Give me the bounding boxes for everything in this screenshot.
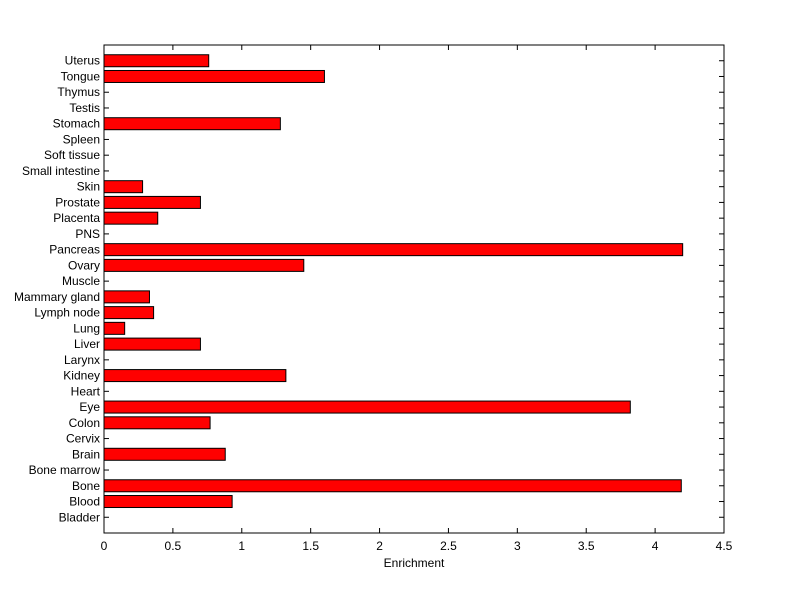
category-label: Bone xyxy=(72,479,100,493)
bar xyxy=(103,337,201,351)
x-tick-label: 1 xyxy=(238,539,245,553)
category-label: Bladder xyxy=(59,510,100,524)
category-label: Ovary xyxy=(68,258,100,272)
bar xyxy=(103,447,226,461)
category-label: Blood xyxy=(69,495,100,509)
bar xyxy=(103,369,287,383)
plot-frame xyxy=(103,44,725,534)
bar xyxy=(103,306,155,320)
category-label: Prostate xyxy=(55,195,100,209)
bar xyxy=(103,400,631,414)
x-tick-label: 3 xyxy=(514,539,521,553)
category-label: Thymus xyxy=(57,85,100,99)
category-label: Eye xyxy=(79,400,100,414)
category-label: Small intestine xyxy=(22,164,100,178)
bar xyxy=(103,416,211,430)
category-label: Cervix xyxy=(66,432,100,446)
bar xyxy=(103,495,233,509)
x-tick-label: 3.5 xyxy=(578,539,595,553)
category-label: Pancreas xyxy=(49,243,100,257)
bars-group xyxy=(103,54,684,509)
bar xyxy=(103,479,682,493)
category-label: Placenta xyxy=(53,211,100,225)
x-tick-label: 0.5 xyxy=(165,539,182,553)
category-label: Larynx xyxy=(64,353,100,367)
x-tick-label: 0 xyxy=(101,539,108,553)
category-label: Mammary gland xyxy=(14,290,100,304)
category-label: Lymph node xyxy=(34,306,100,320)
bar xyxy=(103,69,325,83)
category-label: Uterus xyxy=(65,54,100,68)
bar xyxy=(103,321,126,335)
category-label: Soft tissue xyxy=(44,148,100,162)
bar xyxy=(103,211,159,225)
category-label: Heart xyxy=(71,384,101,398)
bar xyxy=(103,54,210,68)
category-label: PNS xyxy=(75,227,100,241)
category-label: Brain xyxy=(72,447,100,461)
x-tick-label: 2 xyxy=(376,539,383,553)
category-label: Stomach xyxy=(53,117,100,131)
bar xyxy=(103,243,684,257)
category-label: Colon xyxy=(69,416,100,430)
x-axis-title: Enrichment xyxy=(384,556,445,570)
bar xyxy=(103,290,150,304)
bar xyxy=(103,117,281,131)
bar xyxy=(103,258,305,272)
category-label: Tongue xyxy=(61,69,101,83)
category-label: Lung xyxy=(73,321,100,335)
category-label: Spleen xyxy=(63,132,100,146)
bar xyxy=(103,195,201,209)
category-label: Testis xyxy=(69,101,100,115)
x-tick-label: 4 xyxy=(652,539,659,553)
x-tick-labels: 0 0.5 1 1.5 2 2.5 3 3.5 4 4.5 xyxy=(101,539,733,553)
x-tick-label: 2.5 xyxy=(440,539,457,553)
bar xyxy=(103,180,144,194)
category-label: Bone marrow xyxy=(29,463,101,477)
x-tick-label: 4.5 xyxy=(716,539,733,553)
category-label: Muscle xyxy=(62,274,100,288)
x-tick-label: 1.5 xyxy=(302,539,319,553)
category-label: Liver xyxy=(74,337,100,351)
category-label: Kidney xyxy=(63,369,100,383)
category-label: Skin xyxy=(77,180,100,194)
